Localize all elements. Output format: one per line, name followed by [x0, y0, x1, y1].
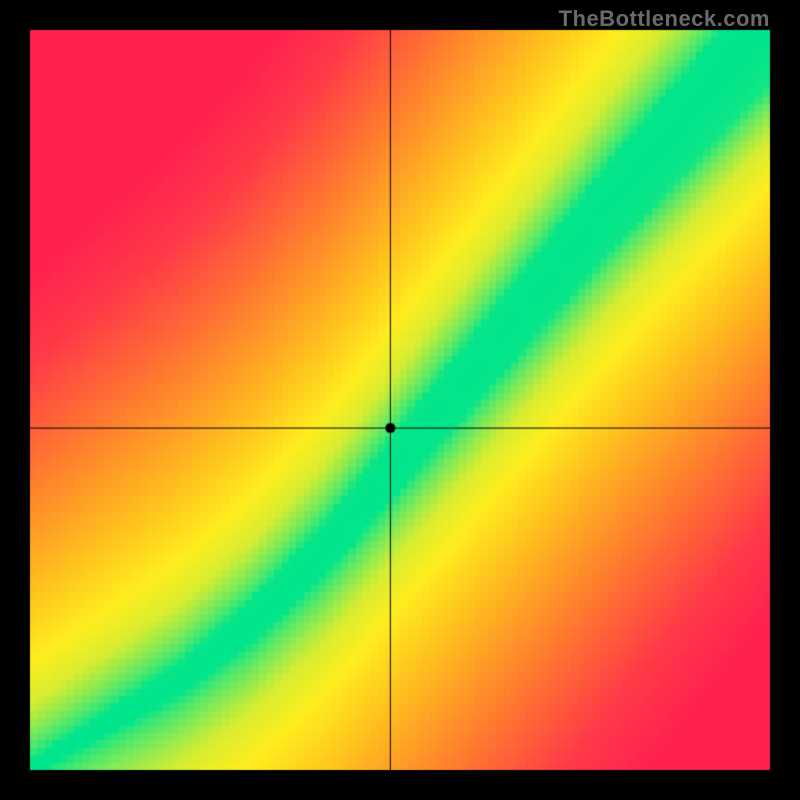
bottleneck-heatmap	[0, 0, 800, 800]
watermark-text: TheBottleneck.com	[559, 6, 770, 32]
